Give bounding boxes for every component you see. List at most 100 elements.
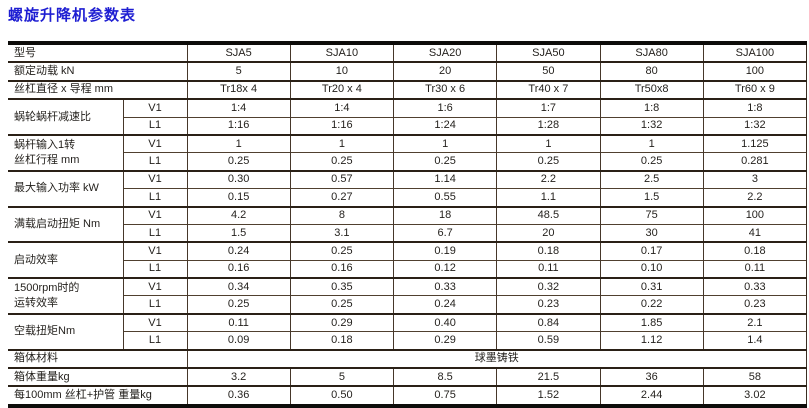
table-row: 丝杠直径 x 导程 mm Tr18x 4 Tr20 x 4 Tr30 x 6 Tr40 …: [8, 79, 808, 100]
data-cell: 0.29: [290, 312, 395, 332]
data-cell: 0.32: [496, 277, 601, 296]
sub-label-cell: L1: [123, 223, 188, 243]
table-row: 最大输入功率 kW V1 0.30 0.57 1.14 2.2 2.5 3: [8, 169, 808, 207]
data-cell: 0.34: [187, 277, 291, 296]
model-header-cell: SJA100: [703, 41, 808, 63]
data-cell: 0.10: [600, 259, 704, 279]
data-cell: 0.25: [187, 295, 291, 314]
data-cell: 3.2: [187, 367, 291, 387]
data-cell: 0.23: [703, 295, 808, 314]
data-cell: 1.52: [496, 385, 601, 406]
data-cell: 80: [600, 61, 704, 81]
data-cell: 30: [600, 223, 704, 243]
data-cell: 0.59: [496, 331, 601, 350]
data-cell: 0.30: [187, 169, 291, 189]
data-cell: 0.16: [187, 259, 291, 279]
table-row: L1 0.25 0.25 0.24 0.23 0.22 0.23: [8, 295, 808, 314]
row-label-cell: 蜗轮蜗杆减速比: [8, 98, 124, 135]
table-row: L1 0.25 0.25 0.25 0.25 0.25 0.281: [8, 152, 808, 171]
data-cell: 0.75: [393, 385, 498, 406]
data-cell: 1.5: [187, 223, 291, 243]
sub-label-cell: V1: [123, 133, 188, 153]
data-cell: 0.31: [600, 277, 704, 296]
data-cell: 0.18: [496, 241, 601, 261]
sub-label-cell: L1: [123, 295, 188, 314]
table-row: 蜗杆输入1转 丝杠行程 mm V1 1 1 1 1 1 1.125: [8, 133, 808, 171]
data-cell: 6.7: [393, 223, 498, 243]
data-cell: 0.25: [290, 152, 395, 171]
data-cell: 3.1: [290, 223, 395, 243]
data-cell: 1.5: [600, 188, 704, 207]
data-cell: 75: [600, 205, 704, 225]
model-header-cell: SJA50: [496, 41, 601, 63]
row-label-cell: 丝杠直径 x 导程 mm: [8, 79, 188, 100]
data-cell: 50: [496, 61, 601, 81]
data-cell: 2.5: [600, 169, 704, 189]
model-header-cell: SJA10: [290, 41, 395, 63]
data-cell: 20: [393, 61, 498, 81]
sub-label-cell: L1: [123, 116, 188, 135]
row-label-cell: 每100mm 丝杠+护管 重量kg: [8, 385, 188, 406]
data-cell: 1:6: [393, 98, 498, 118]
sub-label-cell: V1: [123, 98, 188, 118]
data-cell: 0.24: [393, 295, 498, 314]
data-cell: 0.36: [187, 385, 291, 406]
data-cell: 2.2: [496, 169, 601, 189]
data-cell: Tr60 x 9: [703, 79, 808, 100]
data-cell: 0.35: [290, 277, 395, 296]
data-cell: 1:7: [496, 98, 601, 118]
data-cell: 100: [703, 61, 808, 81]
data-cell: 1:16: [187, 116, 291, 135]
row-label-cell: 箱体重量kg: [8, 367, 188, 387]
spec-table: 型号 SJA5 SJA10 SJA20 SJA50 SJA80 SJA100 额定动载 kN 5…: [8, 41, 808, 408]
table-row: 每100mm 丝杠+护管 重量kg 0.36 0.50 0.75 1.52 2.44 3.0…: [8, 385, 808, 406]
data-cell: 0.40: [393, 312, 498, 332]
table-row: L1 1.5 3.1 6.7 20 30 41: [8, 223, 808, 243]
data-cell: 1:4: [290, 98, 395, 118]
table-row: 箱体材料 球墨铸铁: [8, 348, 807, 369]
data-cell: 1:8: [600, 98, 704, 118]
data-cell: 0.09: [187, 331, 291, 350]
table-row: 额定动载 kN 5 10 20 50 80 100: [8, 61, 808, 81]
data-cell: 0.29: [393, 331, 498, 350]
data-cell: 0.55: [393, 188, 498, 207]
data-cell: 1: [187, 133, 291, 153]
data-cell: 2.1: [703, 312, 808, 332]
data-cell: Tr40 x 7: [496, 79, 601, 100]
model-header-cell: SJA5: [187, 41, 291, 63]
data-cell: 1:28: [496, 116, 601, 135]
data-cell: 0.11: [703, 259, 808, 279]
data-cell: 1: [393, 133, 498, 153]
data-cell: 0.25: [393, 152, 498, 171]
data-cell: 0.18: [290, 331, 395, 350]
sub-label-cell: L1: [123, 152, 188, 171]
sub-label-cell: V1: [123, 241, 188, 261]
table-row: 箱体重量kg 3.2 5 8.5 21.5 36 58: [8, 367, 808, 387]
data-cell: 1: [600, 133, 704, 153]
data-cell: 0.50: [290, 385, 395, 406]
data-cell: 10: [290, 61, 395, 81]
row-header-label: 型号: [8, 41, 188, 63]
table-row: 启动效率 V1 0.24 0.25 0.19 0.18 0.17 0.18: [8, 241, 808, 279]
data-cell: 0.19: [393, 241, 498, 261]
sub-label-cell: V1: [123, 312, 188, 332]
data-cell: 0.57: [290, 169, 395, 189]
data-cell: 0.27: [290, 188, 395, 207]
data-cell: 41: [703, 223, 808, 243]
model-header-cell: SJA80: [600, 41, 704, 63]
data-cell: 0.33: [703, 277, 808, 296]
data-cell: 1.12: [600, 331, 704, 350]
data-cell: 0.25: [290, 295, 395, 314]
sub-label-cell: V1: [123, 277, 188, 296]
data-cell: 0.18: [703, 241, 808, 261]
sub-label-cell: L1: [123, 188, 188, 207]
data-cell: 48.5: [496, 205, 601, 225]
data-cell: 0.23: [496, 295, 601, 314]
row-label-cell: 启动效率: [8, 241, 124, 279]
data-cell: 1:24: [393, 116, 498, 135]
table-row: 1500rpm时的 运转效率 V1 0.34 0.35 0.33 0.32 0.31 0.33: [8, 277, 808, 314]
row-label-cell: 满载启动扭矩 Nm: [8, 205, 124, 243]
data-cell: 8: [290, 205, 395, 225]
data-cell: 2.2: [703, 188, 808, 207]
data-cell: Tr30 x 6: [393, 79, 498, 100]
